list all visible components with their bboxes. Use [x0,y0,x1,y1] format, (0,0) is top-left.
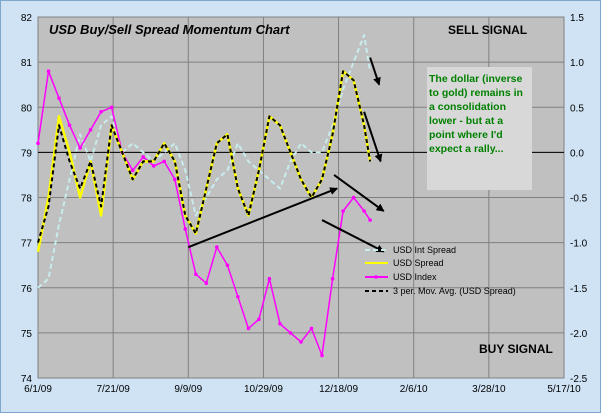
y-left-tick-label: 82 [21,13,33,24]
y-left-tick-label: 76 [21,284,33,295]
index-point [362,209,366,213]
tick-labels: 74 75 76 77 78 79 80 81 82 -2.5 -2.0 -1.5 -1.0 -0.5 0.… [21,13,588,395]
note-line-1: The dollar (inverse [429,73,523,85]
y-right-tick-label: 0.5 [570,103,584,114]
index-point [204,281,209,286]
y-left-tick-label: 77 [21,239,33,250]
int-spread-line [37,34,372,289]
index-point [330,276,335,281]
note-box: The dollar (inverse to gold) remains in … [427,67,532,190]
legend: USD Int Spread USD Spread USD Index 3 pe… [365,245,516,296]
index-point [309,326,314,331]
x-tick-label: 6/1/09 [24,384,52,395]
index-point [257,317,261,322]
index-point [99,110,103,114]
legend-label-spread: USD Spread [393,258,444,268]
index-point [320,353,324,358]
x-tick-label: 9/9/09 [174,384,202,395]
trend-arrow-down-upper [333,174,385,212]
sell-arrow-short [369,57,381,86]
index-point [141,155,145,159]
index-point [67,123,72,128]
x-tick-label: 2/6/10 [400,384,428,395]
y-right-tick-label: -1.5 [570,284,588,295]
note-line-5: point where I'd [429,129,503,141]
trend-arrow-up [187,187,338,249]
index-point [130,168,135,173]
legend-label-mov-avg: 3 per. Mov. Avg. (USD Spread) [393,286,516,296]
x-tick-label: 12/18/09 [319,384,358,395]
index-point [288,331,293,335]
index-point [194,272,198,277]
index-point [183,227,188,231]
index-point [278,322,282,326]
index-point [88,128,93,132]
index-point [267,276,272,281]
mov-avg-line [37,70,372,243]
sell-arrow-long [363,111,383,163]
index-point [162,159,166,164]
index-point [299,340,303,344]
index-point [151,164,156,168]
index-point [236,295,240,299]
y-right-tick-label: 1.5 [570,13,584,24]
y-left-tick-label: 74 [21,374,33,385]
index-point [215,245,219,249]
y-left-tick-label: 75 [21,329,33,340]
index-point [109,105,114,110]
x-tick-label: 7/21/09 [96,384,130,395]
legend-label-index: USD Index [393,272,437,282]
trend-arrow-down-lower [321,219,385,253]
index-point [368,218,372,222]
y-right-tick-label: 1.0 [570,58,584,69]
index-point [46,69,51,73]
x-tick-label: 5/17/10 [547,384,581,395]
x-tick-label: 3/28/10 [472,384,506,395]
sell-signal-label: SELL SIGNAL [448,23,527,37]
index-point [36,141,40,146]
note-line-3: a consolidation [429,101,506,113]
y-right-tick-label: -1.0 [570,239,588,250]
y-right-tick-label: -2.0 [570,329,588,340]
index-point [173,177,177,182]
chart-title: USD Buy/Sell Spread Momentum Chart [49,22,290,37]
y-left-tick-label: 81 [21,58,33,69]
y-right-tick-label: -2.5 [570,374,588,385]
index-point [225,263,230,268]
y-left-tick-label: 79 [21,148,33,159]
y-right-tick-label: -0.5 [570,194,588,205]
y-left-tick-label: 78 [21,194,33,205]
y-right-tick-label: 0.0 [570,148,584,159]
legend-label-int-spread: USD Int Spread [393,245,456,255]
note-line-6: expect a rally... [429,143,504,155]
note-line-4: lower - but at a [429,115,503,127]
index-point [341,209,345,213]
y-left-tick-label: 80 [21,103,33,114]
buy-signal-label: BUY SIGNAL [479,342,553,356]
series-layer [36,34,372,358]
index-point [57,96,61,100]
x-tick-label: 10/29/09 [244,384,283,395]
annotation-arrows [187,57,385,253]
note-line-2: to gold) remains in [429,87,523,99]
index-point [246,326,251,331]
index-point [78,146,82,150]
index-point [351,195,356,200]
legend-marker-index [374,275,378,279]
